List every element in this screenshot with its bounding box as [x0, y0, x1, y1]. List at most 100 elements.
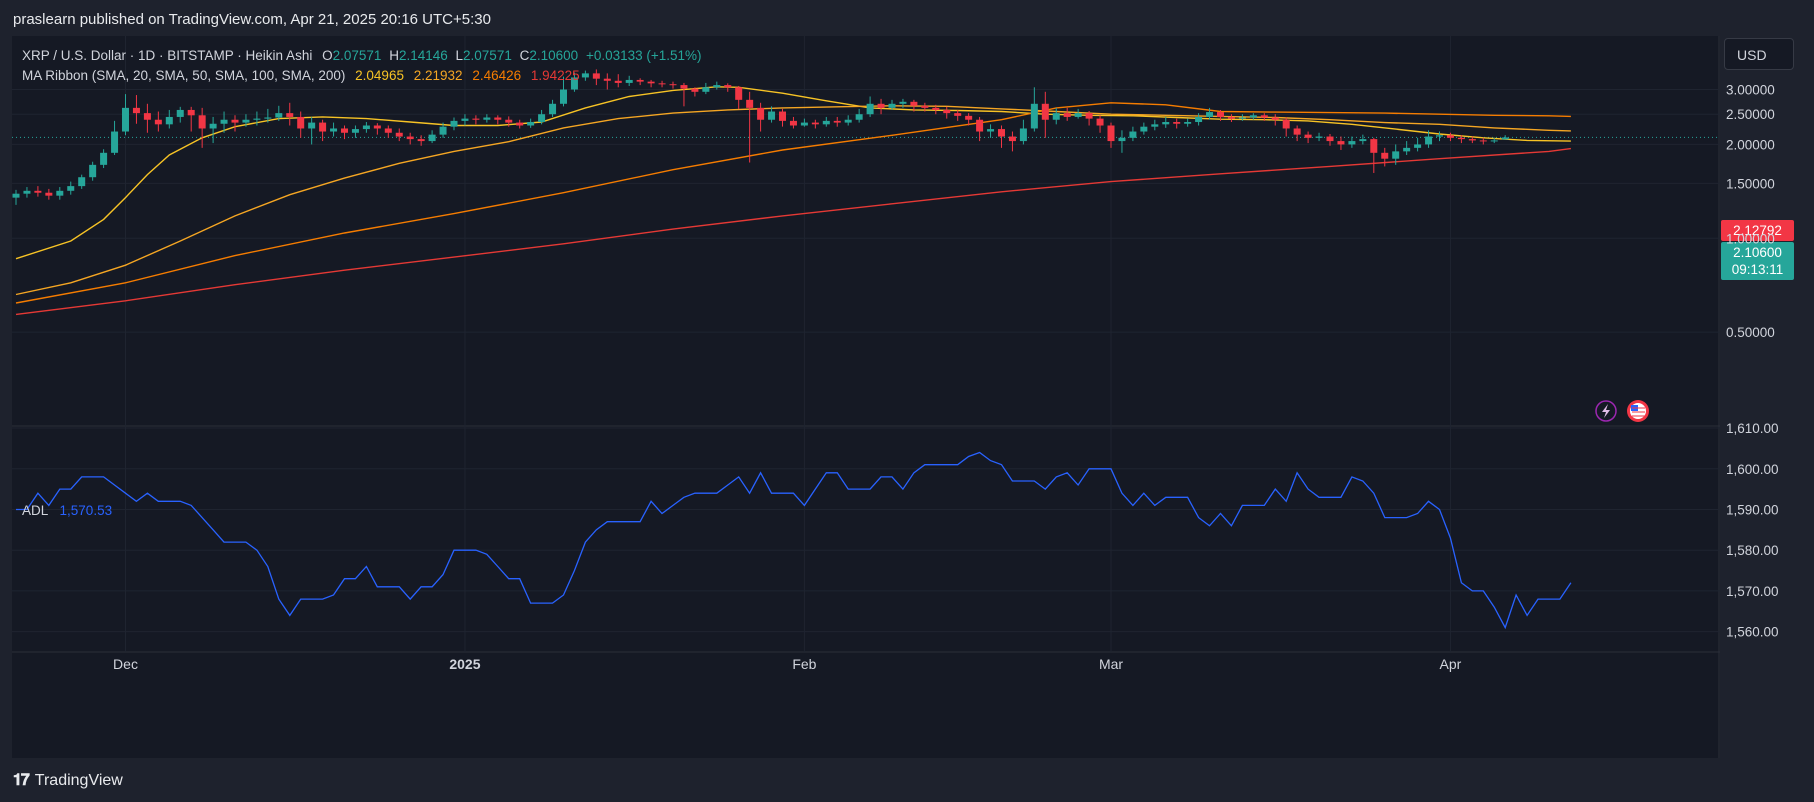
candle-body — [450, 120, 458, 127]
candle — [1446, 132, 1454, 142]
candle — [1293, 125, 1301, 142]
candle — [428, 130, 436, 144]
candle — [1129, 126, 1137, 142]
price-axis[interactable]: 3.00000 2.50000 2.00000 1.50000 1.00000 0.500… — [1720, 36, 1814, 758]
candle-body — [187, 109, 195, 116]
candle — [308, 116, 316, 145]
candle-body — [658, 83, 666, 85]
candle — [154, 111, 162, 132]
candle-body — [505, 119, 513, 123]
currency-selector-button[interactable]: USD — [1724, 38, 1794, 70]
candle — [735, 85, 743, 109]
close-label: C — [519, 48, 530, 63]
ma-ribbon-title[interactable]: MA Ribbon (SMA, 20, SMA, 50, SMA, 100, S… — [22, 68, 346, 83]
candle — [56, 187, 64, 200]
candle — [910, 99, 918, 112]
ma20-value: 2.04965 — [355, 68, 404, 83]
candle — [1151, 119, 1159, 131]
candle — [165, 109, 173, 129]
candle-body — [1315, 136, 1323, 138]
candle-body — [603, 78, 611, 81]
candle — [330, 122, 338, 137]
price-tick-label: 1.00000 — [1726, 231, 1775, 246]
candle-body — [779, 111, 786, 121]
candle — [1337, 136, 1345, 150]
candle-body — [1238, 117, 1246, 119]
symbol-label[interactable]: XRP / U.S. Dollar · 1D · BITSTAMP · Heik… — [22, 48, 313, 63]
candle-body — [965, 115, 973, 120]
candle — [417, 135, 425, 146]
candle — [143, 103, 151, 133]
candle — [713, 81, 721, 90]
adl-line — [16, 451, 1572, 630]
low-value: 2.07571 — [463, 48, 512, 63]
candle — [680, 82, 688, 107]
candle — [757, 102, 765, 132]
candle — [450, 117, 458, 131]
candle — [987, 124, 995, 138]
candle-body — [1162, 122, 1170, 125]
time-tick-label: Feb — [792, 656, 816, 672]
candle-body — [1063, 113, 1071, 117]
candle — [1381, 147, 1389, 167]
candle — [34, 186, 42, 197]
tv-logo-icon: 𝟏𝟕 — [13, 772, 30, 789]
candle — [384, 125, 392, 138]
tradingview-logo[interactable]: 𝟏𝟕 TradingView — [13, 772, 123, 790]
candle-body — [768, 111, 776, 120]
candle — [253, 111, 261, 126]
candle — [1041, 91, 1049, 138]
candle-body — [888, 103, 896, 108]
candle-body — [132, 107, 140, 114]
candle — [275, 105, 283, 121]
candle — [1063, 107, 1071, 121]
adl-title[interactable]: ADL — [22, 503, 48, 518]
candle-body — [122, 107, 129, 132]
footer: 𝟏𝟕 TradingView — [0, 758, 1814, 802]
candle — [888, 99, 896, 110]
candle — [373, 123, 381, 135]
candle — [1457, 135, 1465, 144]
adl-tick-label: 1,580.00 — [1726, 543, 1779, 558]
ma200-value: 1.94225 — [530, 68, 580, 83]
candle — [286, 102, 294, 126]
candle — [1359, 134, 1367, 145]
chart-area[interactable]: Dec 2025 Feb Mar Apr — [12, 36, 1720, 758]
last-price-value: 2.10600 — [1733, 245, 1782, 260]
candle — [1195, 113, 1203, 126]
candle — [1085, 111, 1093, 126]
candle — [242, 114, 250, 127]
candle-body — [45, 192, 53, 196]
candle-body — [1304, 134, 1312, 138]
time-tick-label: Dec — [113, 656, 138, 672]
candle — [516, 119, 524, 129]
candle — [746, 91, 754, 163]
candle-body — [341, 128, 348, 133]
candle — [1227, 114, 1235, 123]
candle — [800, 118, 808, 127]
candle-body — [1425, 136, 1433, 145]
candle — [67, 181, 75, 195]
candle — [1019, 119, 1027, 145]
time-tick-label: Mar — [1099, 656, 1123, 672]
candle — [560, 76, 567, 107]
candle-body — [242, 119, 250, 123]
candle-body — [581, 73, 589, 78]
candle-body — [89, 164, 97, 178]
candle-body — [1490, 140, 1498, 142]
candle-body — [757, 107, 765, 120]
candle-body — [264, 117, 272, 119]
open-value: 2.07571 — [332, 48, 382, 63]
candle — [439, 122, 447, 138]
chart-canvas[interactable]: Dec 2025 Feb Mar Apr — [12, 36, 1720, 758]
time-tick-label: 2025 — [449, 656, 480, 672]
candle — [724, 83, 732, 92]
candle — [1326, 134, 1334, 146]
candle-body — [1326, 136, 1334, 142]
candle-body — [1074, 113, 1082, 117]
last-price-tag: 2.10600 09:13:11 — [1721, 242, 1794, 280]
candle-body — [1217, 112, 1224, 117]
candle — [23, 187, 31, 198]
candle-body — [932, 107, 940, 110]
candle-body — [822, 120, 830, 125]
